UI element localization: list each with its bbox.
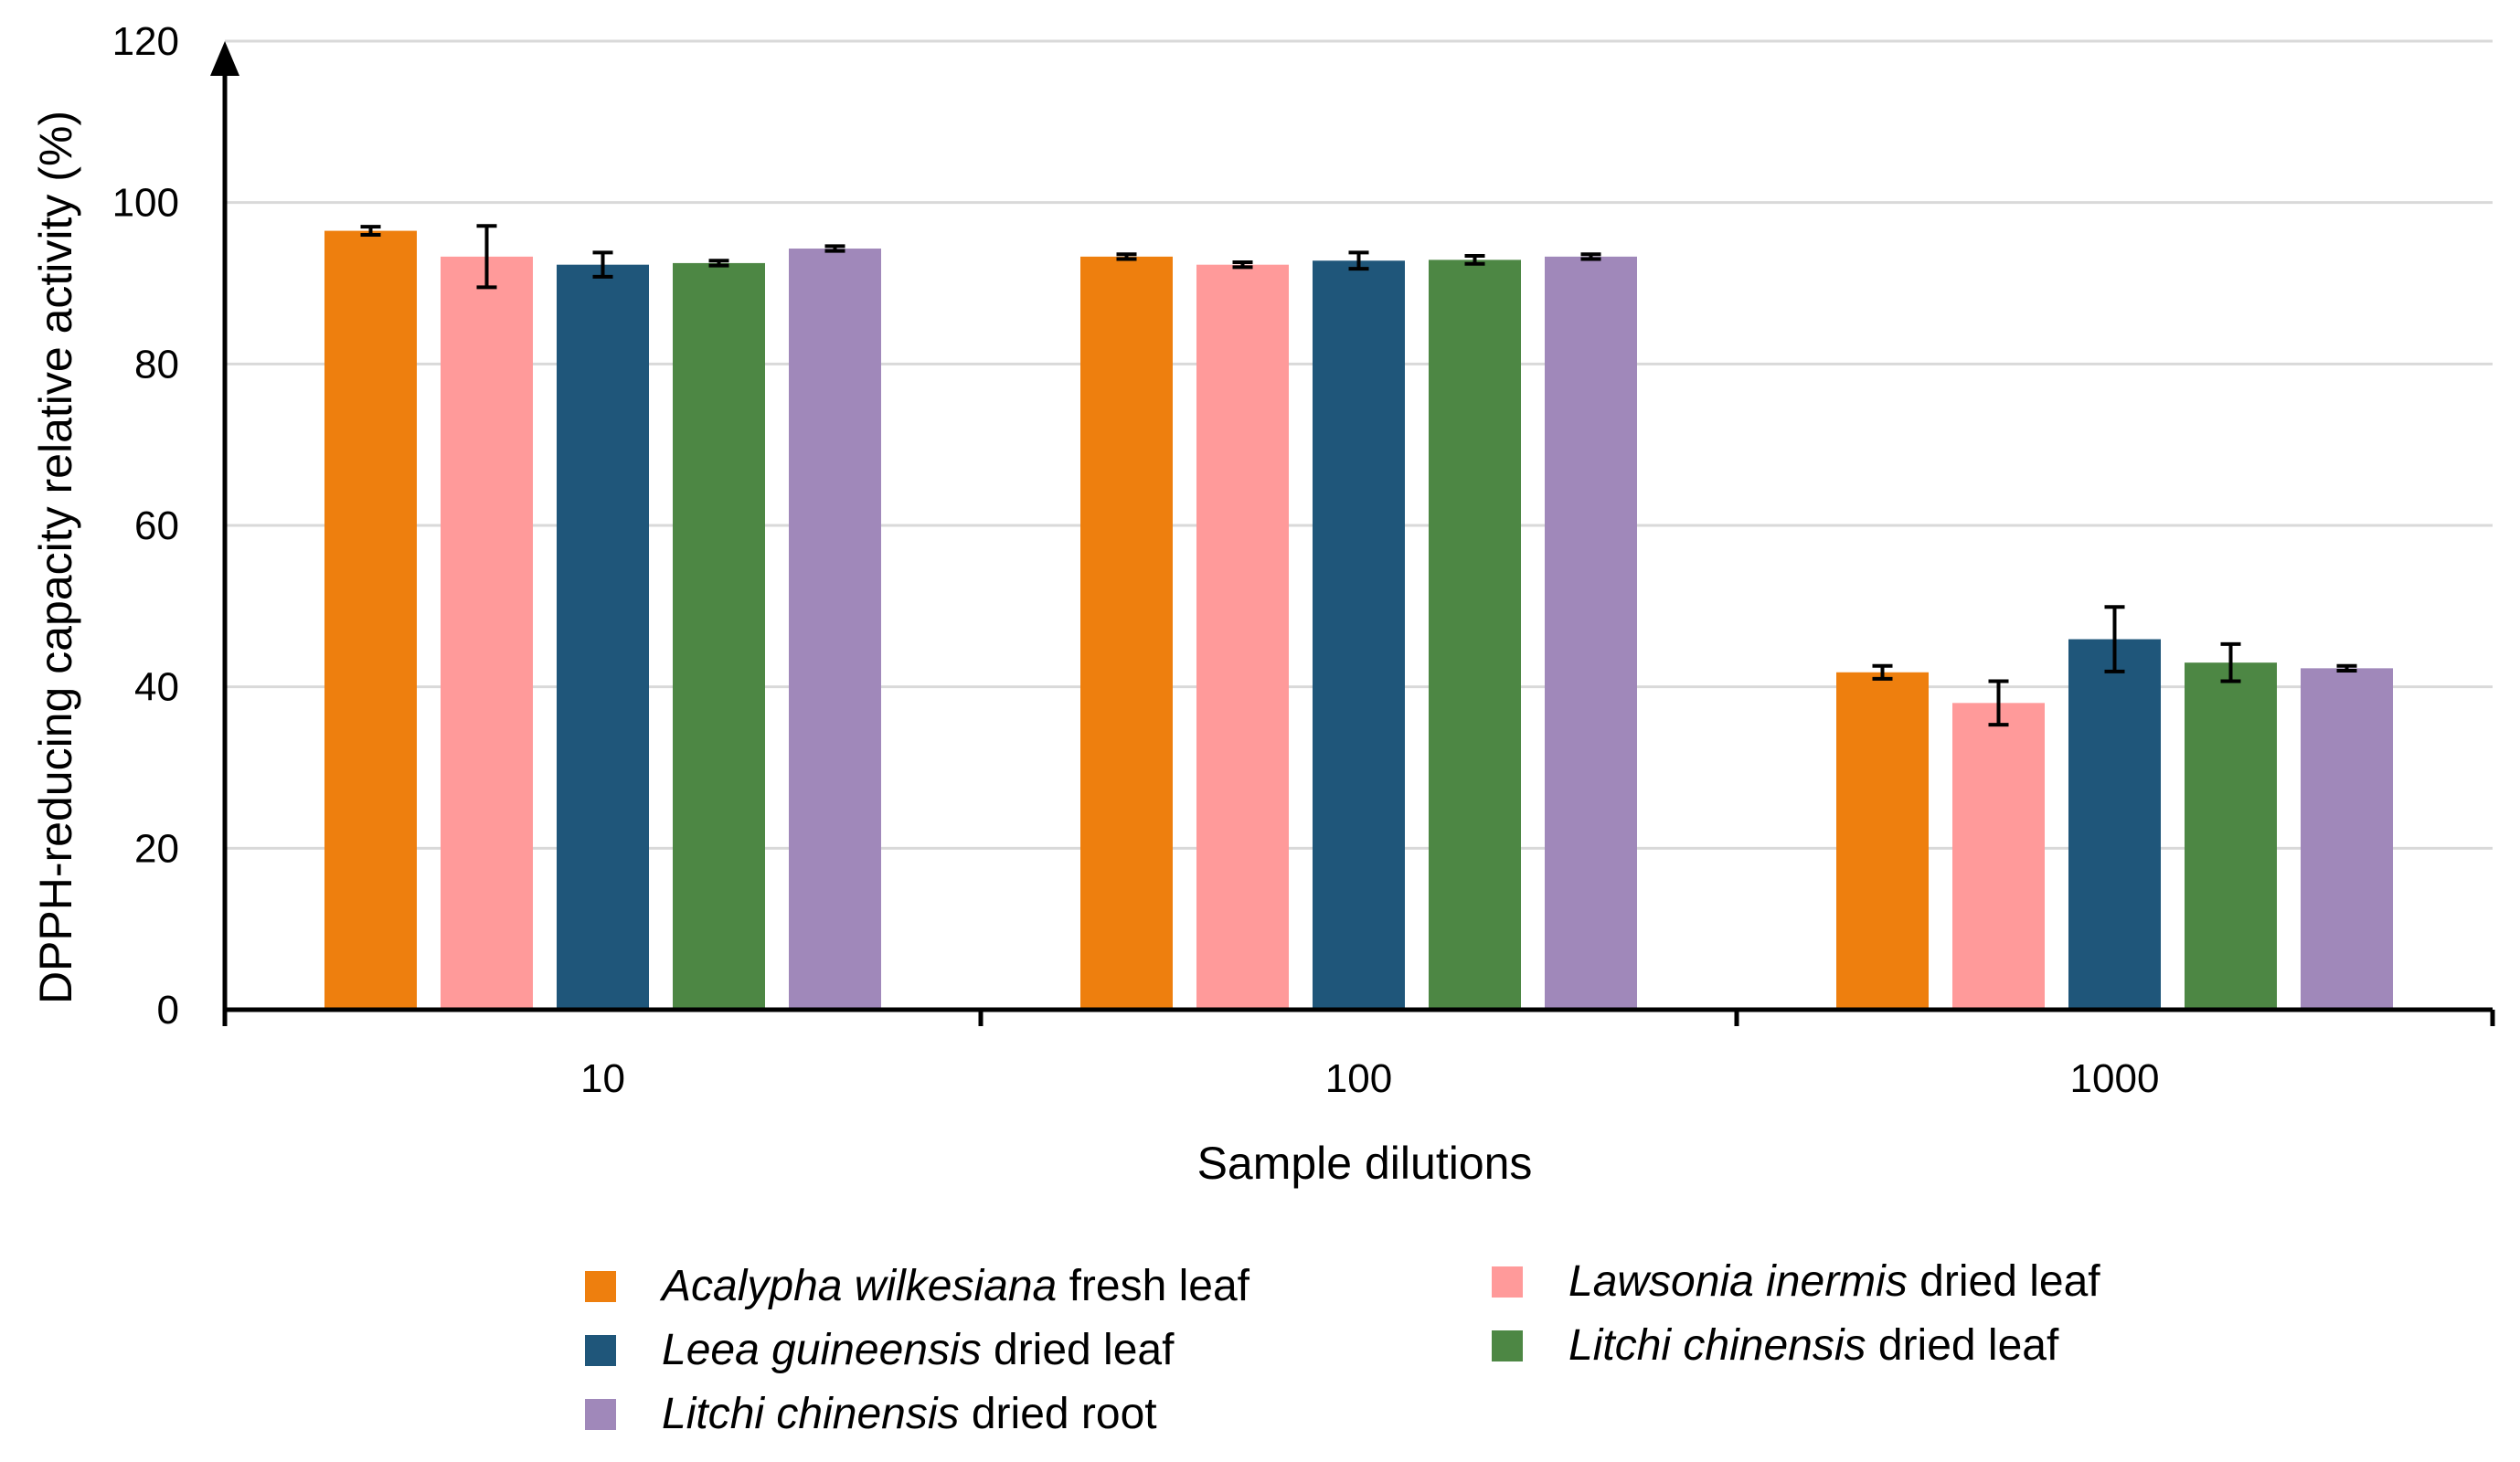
- y-tick-label: 80: [134, 342, 179, 387]
- y-tick-label: 40: [134, 665, 179, 710]
- legend-label: Leea guineensis dried leaf: [662, 1326, 1175, 1374]
- bar: [2068, 639, 2161, 1010]
- legend-swatch: [585, 1398, 616, 1430]
- bar: [1952, 703, 2045, 1010]
- x-tick-label: 100: [1325, 1056, 1392, 1101]
- bar: [2301, 668, 2393, 1010]
- bar: [1080, 256, 1173, 1011]
- bar: [789, 249, 881, 1010]
- bar: [324, 230, 417, 1011]
- bar: [1545, 256, 1637, 1011]
- x-tick-label: 10: [580, 1056, 625, 1101]
- legend-label: Acalypha wilkesiana fresh leaf: [662, 1262, 1250, 1310]
- y-axis-title: DPPH-reducing capacity relative activity…: [30, 111, 81, 1004]
- bar: [1196, 264, 1289, 1010]
- bar: [673, 262, 765, 1011]
- legend: Acalypha wilkesiana fresh leaf Lawsonia …: [585, 1243, 2230, 1453]
- legend-label: Lawsonia inermis dried leaf: [1568, 1257, 2100, 1306]
- legend-item-litchi-dried-leaf: Litchi chinensis dried leaf: [1492, 1320, 2058, 1371]
- y-tick-label: 0: [157, 988, 179, 1033]
- legend-swatch: [585, 1334, 616, 1366]
- legend-item-litchi-dried-root: Litchi chinensis dried root: [585, 1389, 1157, 1439]
- legend-item-acalypha-fresh-leaf: Acalypha wilkesiana fresh leaf: [585, 1261, 1249, 1311]
- bar: [441, 256, 533, 1011]
- x-axis-title: Sample dilutions: [1197, 1138, 1533, 1189]
- legend-item-lawsonia-dried-leaf: Lawsonia inermis dried leaf: [1492, 1256, 2100, 1307]
- bar: [1836, 672, 1929, 1010]
- y-tick-label: 20: [134, 826, 179, 871]
- y-tick-label: 120: [112, 19, 179, 64]
- axes: [210, 41, 2495, 1026]
- y-tick-label: 100: [112, 181, 179, 226]
- legend-item-leea-dried-leaf: Leea guineensis dried leaf: [585, 1325, 1174, 1375]
- legend-swatch: [585, 1270, 616, 1302]
- y-tick-label: 60: [134, 503, 179, 548]
- y-axis-arrow: [210, 41, 239, 76]
- tick-labels: 0 20 40 60 80 100 120 10 100 1000: [112, 19, 2160, 1101]
- bar: [1313, 260, 1405, 1010]
- legend-swatch: [1492, 1330, 1523, 1361]
- legend-label: Litchi chinensis dried root: [662, 1390, 1157, 1438]
- legend-swatch: [1492, 1266, 1523, 1298]
- x-tick-label: 1000: [2070, 1056, 2160, 1101]
- legend-label: Litchi chinensis dried leaf: [1568, 1321, 2059, 1370]
- bar: [1429, 260, 1521, 1011]
- bars: [324, 230, 2393, 1011]
- bar: [557, 264, 649, 1010]
- error-bars: [360, 224, 2357, 727]
- bar: [2185, 662, 2277, 1010]
